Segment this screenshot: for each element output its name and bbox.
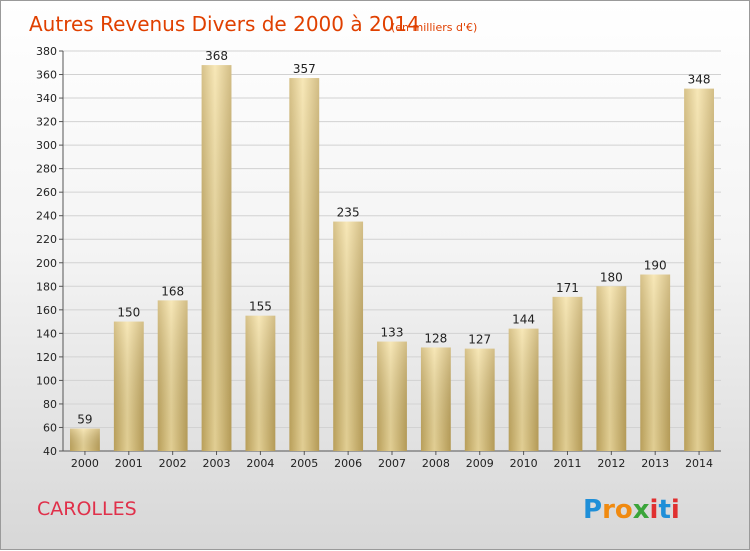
y-tick-label: 120 bbox=[36, 351, 57, 364]
y-tick-label: 240 bbox=[36, 210, 57, 223]
x-tick-label: 2000 bbox=[71, 457, 99, 470]
x-tick-label: 2002 bbox=[159, 457, 187, 470]
bar-shade bbox=[245, 315, 276, 451]
bar-shade bbox=[420, 347, 451, 451]
bar-shade bbox=[684, 88, 714, 451]
y-tick-label: 280 bbox=[36, 163, 57, 176]
value-label: 171 bbox=[556, 281, 579, 295]
x-tick-label: 2012 bbox=[597, 457, 625, 470]
bar-shade bbox=[157, 300, 188, 451]
proxiti-logo: Proxiti bbox=[583, 495, 680, 525]
bar-shade bbox=[552, 296, 583, 451]
x-ticks: 2000 2001 2002 2003 2004 2005 2006 2007 2008 2009… bbox=[71, 451, 713, 470]
bar-shade bbox=[70, 428, 100, 451]
y-tick-label: 80 bbox=[43, 398, 57, 411]
y-tick-label: 340 bbox=[36, 92, 57, 105]
x-tick-label: 2005 bbox=[290, 457, 318, 470]
x-tick-label: 2013 bbox=[641, 457, 669, 470]
x-tick-label: 2003 bbox=[203, 457, 231, 470]
bar-shade bbox=[377, 341, 407, 451]
bar-shade bbox=[333, 221, 364, 451]
y-tick-label: 320 bbox=[36, 116, 57, 129]
chart-subtitle: (en milliers d'€) bbox=[391, 21, 477, 34]
value-label: 128 bbox=[424, 331, 447, 345]
value-label: 180 bbox=[600, 270, 623, 284]
value-label: 348 bbox=[688, 73, 711, 87]
y-tick-label: 100 bbox=[36, 374, 57, 387]
x-tick-label: 2006 bbox=[334, 457, 362, 470]
value-label: 168 bbox=[161, 284, 184, 298]
value-label: 235 bbox=[337, 206, 360, 220]
logo-letter: o bbox=[615, 495, 633, 525]
y-tick-label: 380 bbox=[36, 45, 57, 58]
x-tick-label: 2008 bbox=[422, 457, 450, 470]
bar-shade bbox=[113, 321, 144, 451]
x-tick-label: 2007 bbox=[378, 457, 406, 470]
y-tick-label: 40 bbox=[43, 445, 57, 458]
logo-letter: i bbox=[671, 495, 680, 525]
y-tick-label: 180 bbox=[36, 280, 57, 293]
y-ticks: 40 60 80 100 120 140 160 180 200 220 240 260 280 300 3… bbox=[36, 45, 63, 458]
commune-name: CAROLLES bbox=[37, 498, 137, 520]
x-tick-label: 2001 bbox=[115, 457, 143, 470]
logo-letter: x bbox=[633, 495, 650, 525]
bar-shade bbox=[508, 328, 539, 451]
y-tick-label: 260 bbox=[36, 186, 57, 199]
bar-shade bbox=[464, 348, 495, 451]
x-tick-label: 2009 bbox=[466, 457, 494, 470]
value-label: 133 bbox=[381, 326, 404, 340]
logo-letter: i bbox=[650, 495, 659, 525]
bar-shade bbox=[596, 286, 627, 451]
bar-shade bbox=[289, 78, 320, 451]
y-tick-label: 160 bbox=[36, 304, 57, 317]
value-label: 150 bbox=[117, 306, 140, 320]
value-label: 155 bbox=[249, 300, 272, 314]
value-labels: 59 150 168 368 155 357 235 133 128 127 144 171 180 19… bbox=[77, 49, 710, 427]
y-tick-label: 220 bbox=[36, 233, 57, 246]
y-tick-label: 360 bbox=[36, 69, 57, 82]
value-label: 357 bbox=[293, 62, 316, 76]
x-tick-label: 2010 bbox=[510, 457, 538, 470]
y-tick-label: 140 bbox=[36, 327, 57, 340]
value-label: 144 bbox=[512, 313, 535, 327]
x-tick-label: 2011 bbox=[553, 457, 581, 470]
logo-letter: r bbox=[602, 495, 615, 525]
logo-letter: P bbox=[583, 495, 602, 525]
value-label: 190 bbox=[644, 259, 667, 273]
y-tick-label: 200 bbox=[36, 257, 57, 270]
logo-letter: t bbox=[658, 495, 670, 525]
value-label: 59 bbox=[77, 413, 92, 427]
y-tick-label: 60 bbox=[43, 421, 57, 434]
value-label: 368 bbox=[205, 49, 228, 63]
bars bbox=[70, 65, 714, 451]
x-tick-label: 2004 bbox=[246, 457, 274, 470]
chart-title: Autres Revenus Divers de 2000 à 2014 bbox=[29, 12, 420, 36]
bar-shade bbox=[201, 65, 232, 451]
bar-shade bbox=[640, 274, 671, 451]
x-tick-label: 2014 bbox=[685, 457, 713, 470]
y-tick-label: 300 bbox=[36, 139, 57, 152]
value-label: 127 bbox=[468, 333, 491, 347]
